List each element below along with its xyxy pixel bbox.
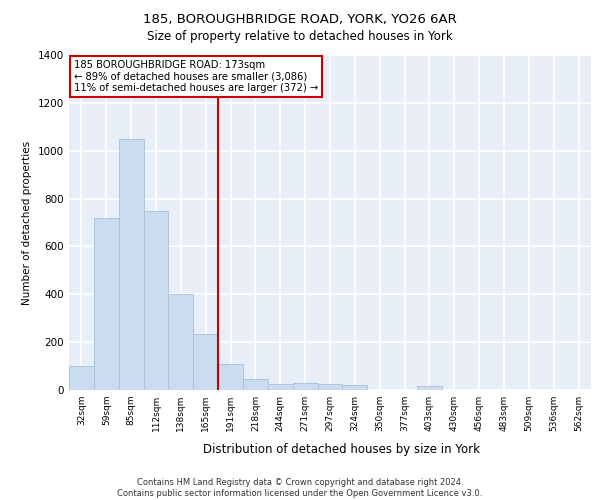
Bar: [268, 384, 293, 390]
Bar: [218, 364, 243, 390]
Bar: [317, 384, 343, 390]
Text: 185 BOROUGHBRIDGE ROAD: 173sqm
← 89% of detached houses are smaller (3,086)
11% : 185 BOROUGHBRIDGE ROAD: 173sqm ← 89% of …: [74, 60, 319, 93]
Bar: [94, 218, 119, 390]
Bar: [69, 366, 94, 390]
Bar: [417, 386, 442, 390]
Text: Size of property relative to detached houses in York: Size of property relative to detached ho…: [147, 30, 453, 43]
Bar: [193, 334, 218, 390]
Bar: [243, 379, 268, 390]
Bar: [119, 138, 143, 390]
Bar: [143, 210, 169, 390]
Bar: [293, 383, 317, 390]
Bar: [169, 294, 193, 390]
Y-axis label: Number of detached properties: Number of detached properties: [22, 140, 32, 304]
Text: Distribution of detached houses by size in York: Distribution of detached houses by size …: [203, 442, 481, 456]
Text: Contains HM Land Registry data © Crown copyright and database right 2024.
Contai: Contains HM Land Registry data © Crown c…: [118, 478, 482, 498]
Text: 185, BOROUGHBRIDGE ROAD, YORK, YO26 6AR: 185, BOROUGHBRIDGE ROAD, YORK, YO26 6AR: [143, 12, 457, 26]
Bar: [343, 385, 367, 390]
